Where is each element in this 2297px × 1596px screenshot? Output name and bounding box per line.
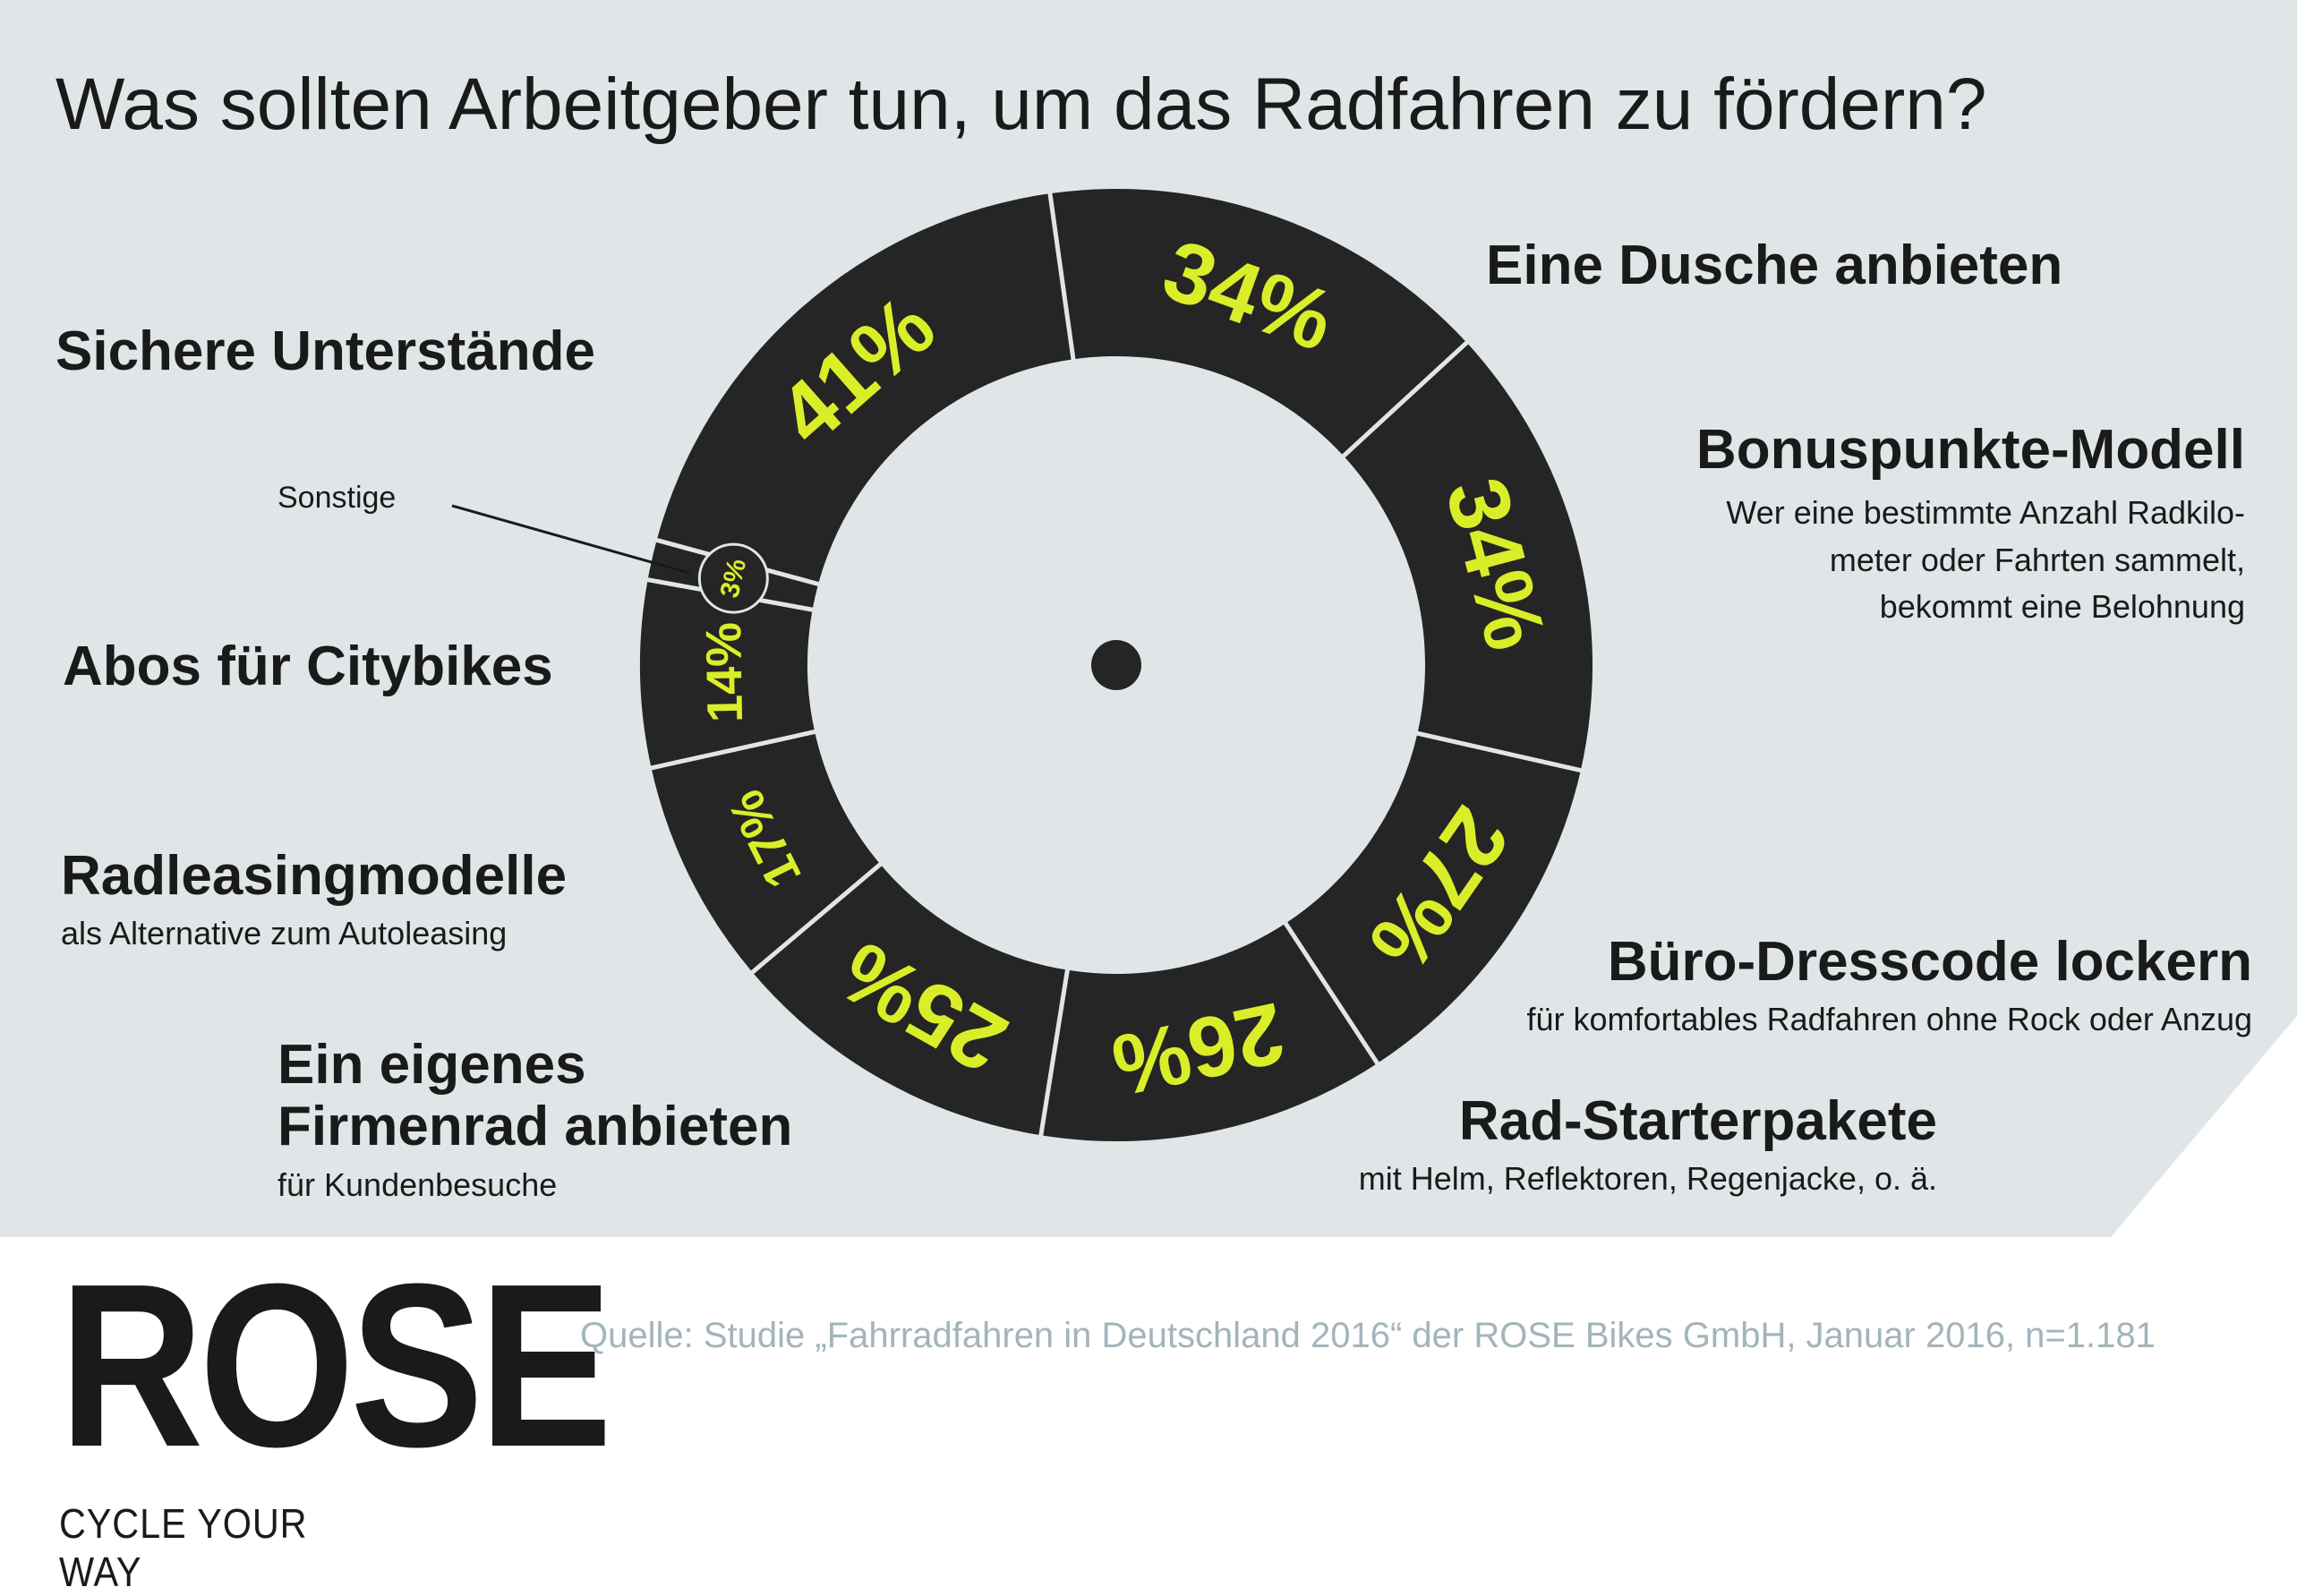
- sonstige-connector: [451, 504, 690, 575]
- label-dusche: Eine Dusche anbieten: [1486, 235, 2062, 296]
- segment-divider-2: [1414, 730, 1584, 773]
- page-title: Was sollten Arbeitgeber tun, um das Radf…: [56, 64, 1987, 145]
- label-sonstige: Sonstige: [278, 481, 397, 515]
- label-radleasing-desc: als Alternative zum Autoleasing: [61, 915, 508, 952]
- label-unterstaende: Sichere Unterstände: [56, 320, 595, 382]
- source-note: Quelle: Studie „Fahrradfahren in Deutsch…: [580, 1316, 2156, 1355]
- label-starterpakete-desc: mit Helm, Reflektoren, Regenjacke, o. ä.: [1358, 1160, 1937, 1198]
- value-label-6: 14%: [695, 622, 753, 723]
- logo-tagline: CYCLE YOUR WAY: [59, 1499, 308, 1595]
- segment-divider-4: [1038, 968, 1071, 1138]
- segment-divider-1: [1340, 339, 1470, 459]
- segment-divider-5: [749, 861, 884, 976]
- ring-segment-0: [1049, 189, 1467, 457]
- background-panel: [0, 0, 2297, 1237]
- label-unterstaende-title: Sichere Unterstände: [56, 320, 595, 382]
- ring-segment-3: [1040, 923, 1378, 1142]
- label-radleasing: Radleasingmodelle als Alternative zum Au…: [61, 845, 567, 958]
- label-dusche-title: Eine Dusche anbieten: [1486, 235, 2063, 296]
- label-citybikes: Abos für Citybikes: [63, 636, 553, 697]
- donut-chart: 34%34%27%26%25%17%14%3%41%: [0, 0, 2297, 1237]
- label-dresscode-desc: für komfortables Radfahren ohne Rock ode…: [1526, 1001, 2252, 1038]
- logo-wordmark: ROSE: [59, 1236, 612, 1496]
- label-firmenrad-desc: für Kundenbesuche: [278, 1165, 558, 1203]
- label-starterpakete: Rad-Starterpakete mit Helm, Reflektoren,…: [1359, 1090, 1937, 1203]
- label-citybikes-title: Abos für Citybikes: [63, 636, 553, 697]
- center-dot: [1091, 640, 1141, 690]
- label-bonuspunkte-title: Bonuspunkte-Modell: [1695, 419, 2245, 481]
- label-starterpakete-title: Rad-Starterpakete: [1458, 1090, 1937, 1152]
- ring-segment-8: [656, 193, 1073, 585]
- label-firmenrad-title: Ein eigenes Firmenrad anbieten: [278, 1034, 793, 1158]
- rose-logo: ROSE CYCLE YOUR WAY: [59, 1250, 612, 1596]
- ring-segment-1: [1343, 342, 1593, 771]
- sonstige-bubble: [697, 542, 769, 614]
- label-dresscode: Büro-Dresscode lockern für komfortables …: [1527, 931, 2252, 1044]
- label-bonuspunkte-desc: Wer eine bestimmte Anzahl Radkilo- meter…: [1726, 494, 2245, 625]
- ring-segment-6: [640, 579, 815, 768]
- segment-divider-3: [1282, 920, 1380, 1066]
- sonstige-connector-line: [451, 504, 690, 575]
- label-radleasing-title: Radleasingmodelle: [61, 845, 568, 907]
- label-firmenrad: Ein eigenes Firmenrad anbieten für Kunde…: [278, 1034, 792, 1208]
- ring-segment-2: [1285, 733, 1581, 1063]
- label-dresscode-title: Büro-Dresscode lockern: [1607, 931, 2252, 993]
- label-bonuspunkte: Bonuspunkte-Modell Wer eine bestimmte An…: [1696, 419, 2245, 630]
- segment-divider-6: [649, 729, 817, 771]
- segment-divider-0: [1047, 191, 1076, 362]
- ring-segment-4: [752, 864, 1068, 1136]
- ring-segments: [640, 189, 1593, 1142]
